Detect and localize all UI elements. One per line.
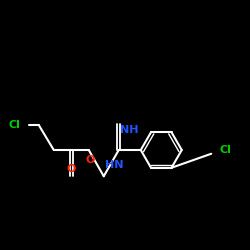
Text: NH: NH xyxy=(120,125,139,135)
Text: O: O xyxy=(85,155,95,165)
Text: Cl: Cl xyxy=(220,145,232,155)
Text: O: O xyxy=(66,164,76,174)
Text: Cl: Cl xyxy=(8,120,20,130)
Text: HN: HN xyxy=(105,160,124,170)
